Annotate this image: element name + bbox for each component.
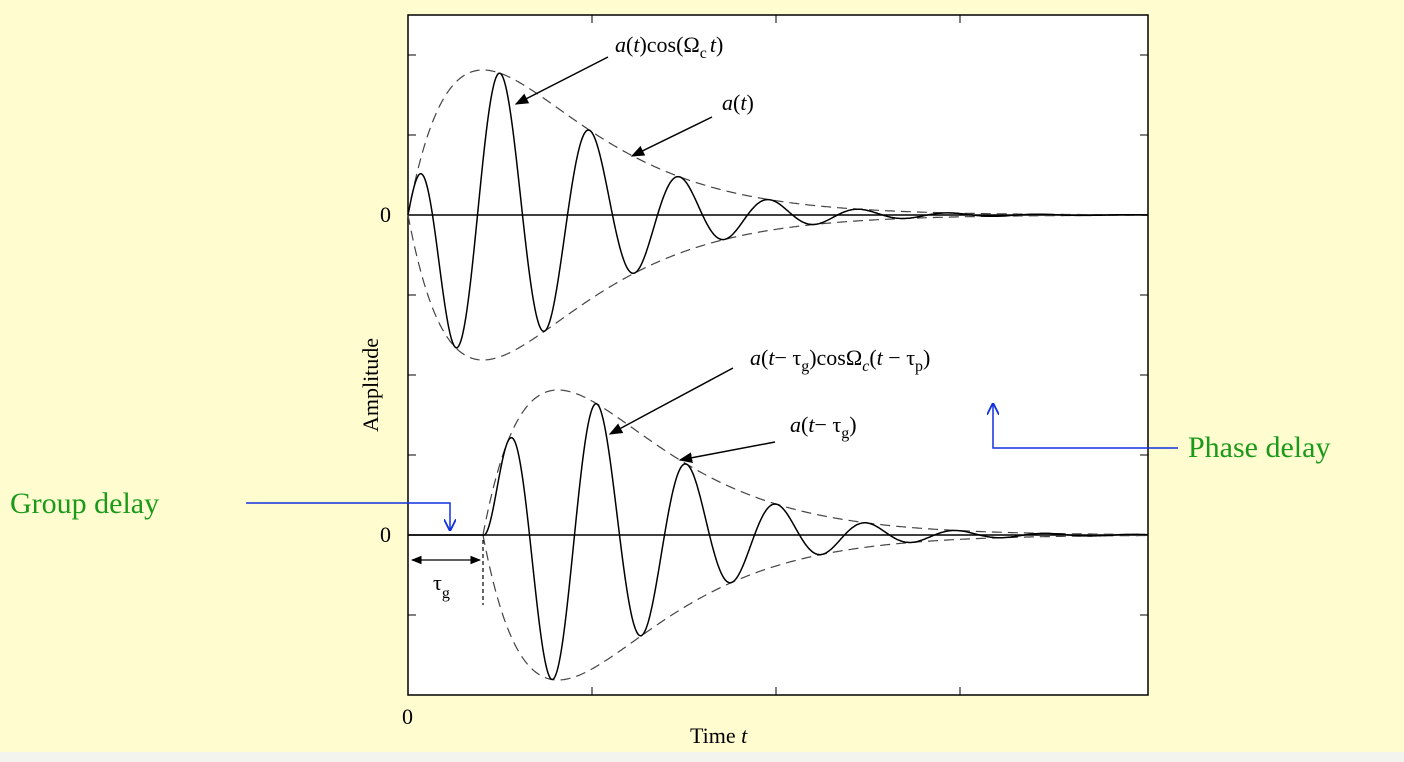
annotation: a(t− τg)	[790, 412, 857, 442]
part: )	[746, 90, 753, 115]
label-part: t	[741, 723, 748, 748]
envelope	[482, 534, 1148, 681]
callout: Group delay	[10, 487, 159, 520]
annotation: a(t)	[722, 90, 754, 115]
part: t	[877, 345, 884, 370]
arrow	[608, 367, 734, 435]
part: (	[869, 345, 876, 370]
signal	[408, 402, 1148, 681]
part: (	[801, 412, 808, 437]
envelope	[482, 389, 1148, 536]
part: τ	[433, 570, 442, 595]
part: (	[733, 90, 740, 115]
callout-arrow	[246, 502, 450, 530]
x-axis-label: Time t	[690, 723, 748, 748]
annotation: a(t)cos(Ωc t)	[615, 32, 723, 62]
part: )cosΩ	[809, 345, 862, 370]
signal	[407, 72, 1148, 349]
part: g	[442, 585, 450, 602]
part: c	[700, 45, 707, 62]
part: t	[768, 345, 775, 370]
part: )cos(Ω	[639, 32, 699, 57]
y-tick-label: 0	[380, 522, 391, 547]
part: a	[790, 412, 801, 437]
part: t	[633, 32, 640, 57]
arrow	[678, 441, 776, 464]
part: − τ	[774, 345, 801, 370]
envelope	[407, 214, 1148, 361]
part: )	[716, 32, 723, 57]
y-axis-label: Amplitude	[358, 338, 383, 432]
part: )	[923, 345, 930, 370]
part: t	[808, 412, 815, 437]
part: (	[626, 32, 633, 57]
annotation: a(t− τg)cosΩc(t − τp)	[750, 345, 930, 375]
arrow	[514, 56, 609, 105]
part: − τ	[814, 412, 841, 437]
part: g	[801, 358, 809, 375]
bottom-strip	[0, 752, 1404, 762]
arrow	[630, 116, 713, 157]
label-part: Time	[690, 723, 741, 748]
part: − τ	[883, 345, 915, 370]
part: a	[722, 90, 733, 115]
part: p	[915, 358, 923, 375]
x-tick-label: 0	[402, 704, 413, 729]
y-tick-label: 0	[380, 202, 391, 227]
annotation: τg	[433, 570, 450, 602]
plot-frame	[407, 14, 1149, 696]
envelope	[407, 69, 1148, 216]
part: t	[740, 90, 747, 115]
part: g	[841, 425, 849, 442]
callout: Phase delay	[1188, 431, 1330, 464]
part: )	[849, 412, 856, 437]
part: c	[862, 358, 869, 375]
part: a	[615, 32, 626, 57]
part: (	[761, 345, 768, 370]
part: t	[710, 32, 717, 57]
part: a	[750, 345, 761, 370]
curves	[407, 69, 1148, 681]
callout-arrow	[993, 404, 1178, 449]
